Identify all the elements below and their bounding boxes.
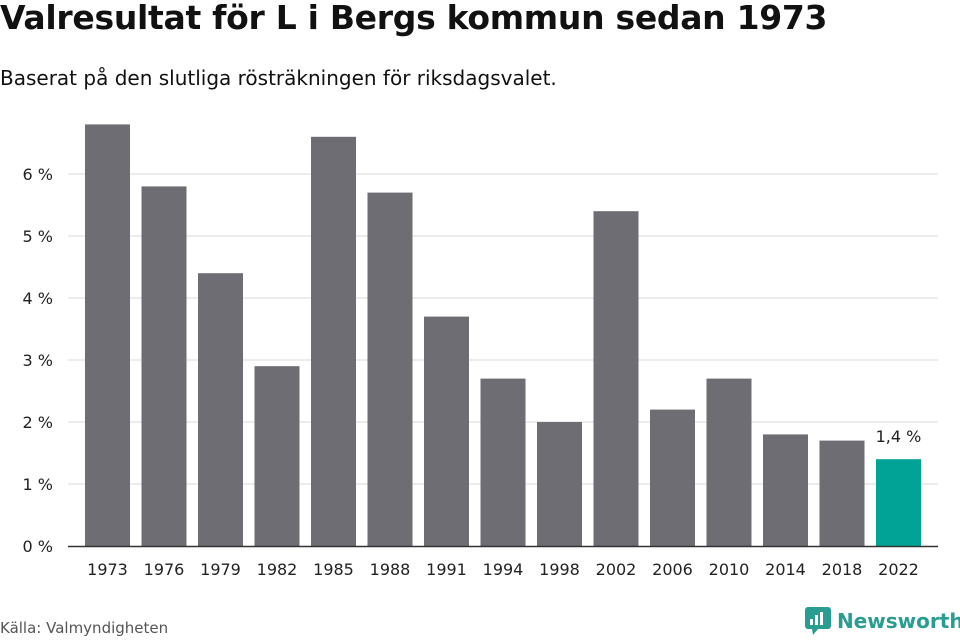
x-tick-label: 2002 — [596, 560, 637, 579]
x-tick-label: 1982 — [257, 560, 298, 579]
brand-logo: Newsworthy — [805, 607, 960, 635]
x-tick-label: 2006 — [652, 560, 693, 579]
bar — [593, 211, 639, 546]
y-tick-label: 0 % — [23, 537, 53, 556]
y-tick-label: 2 % — [23, 413, 53, 432]
bar — [480, 378, 526, 546]
bar — [424, 316, 469, 546]
bar — [367, 192, 413, 546]
x-tick-label: 1994 — [483, 560, 524, 579]
bar — [537, 422, 582, 546]
y-tick-label: 5 % — [23, 227, 53, 246]
chart-subtitle: Baserat på den slutliga rösträkningen fö… — [0, 66, 557, 90]
bar — [254, 366, 300, 546]
y-tick-label: 4 % — [23, 289, 53, 308]
bar — [141, 186, 187, 546]
bar — [198, 273, 243, 546]
bar — [650, 409, 695, 546]
x-tick-label: 1998 — [539, 560, 580, 579]
chart-title: Valresultat för L i Bergs kommun sedan 1… — [0, 0, 828, 37]
y-tick-label: 1 % — [23, 475, 53, 494]
bar — [85, 124, 130, 547]
x-tick-label: 1991 — [426, 560, 467, 579]
x-tick-label: 2010 — [709, 560, 750, 579]
x-tick-label: 1976 — [144, 560, 185, 579]
x-tick-label: 2018 — [822, 560, 863, 579]
y-tick-label: 3 % — [23, 351, 53, 370]
x-tick-label: 2022 — [878, 560, 919, 579]
x-tick-label: 2014 — [765, 560, 806, 579]
brand-name: Newsworthy — [837, 609, 960, 633]
bar — [876, 459, 921, 546]
bar — [706, 378, 752, 546]
data-label: 1,4 % — [876, 427, 922, 446]
x-tick-label: 1973 — [87, 560, 128, 579]
x-tick-label: 1979 — [200, 560, 241, 579]
bar — [311, 136, 356, 547]
source-note: Källa: Valmyndigheten — [0, 619, 169, 637]
y-tick-label: 6 % — [23, 165, 53, 184]
x-tick-label: 1985 — [313, 560, 354, 579]
bar — [763, 434, 808, 546]
newsworthy-logo-icon — [805, 607, 831, 635]
bar — [819, 440, 865, 546]
x-tick-label: 1988 — [370, 560, 411, 579]
